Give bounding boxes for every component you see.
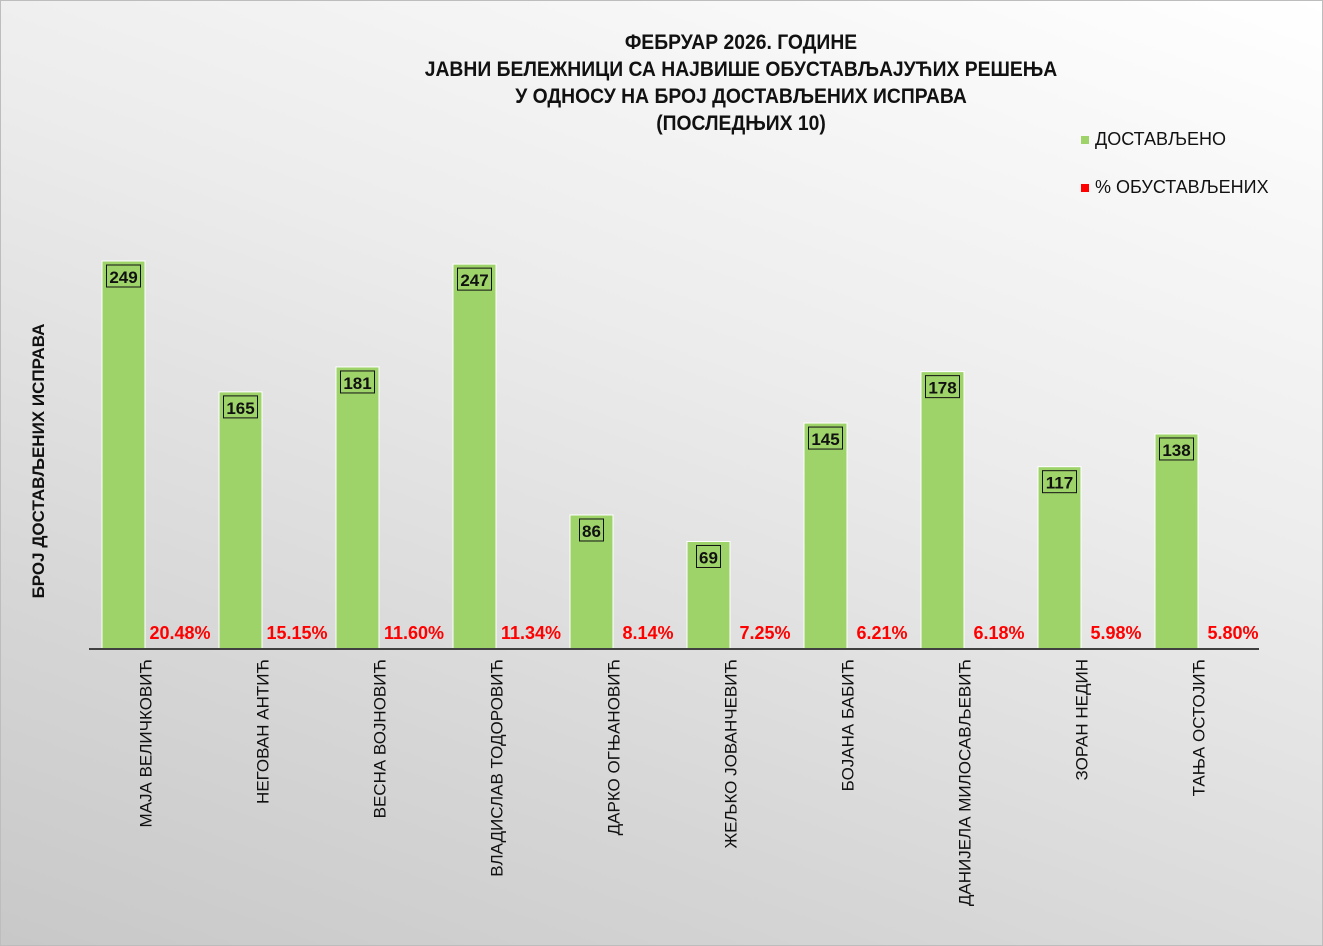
data-label-delivered: 178 bbox=[928, 379, 956, 398]
data-label-box bbox=[579, 518, 604, 542]
data-label-percent: 15.15% bbox=[266, 623, 327, 643]
legend-item-suspended: % ОБУСТАВЉЕНИХ bbox=[1081, 177, 1269, 198]
x-tick-label: ЗОРАН НЕДИН bbox=[1073, 659, 1092, 780]
legend-swatch-red bbox=[1081, 183, 1089, 192]
legend-swatch-green bbox=[1081, 135, 1089, 144]
data-label-box bbox=[1042, 470, 1077, 494]
bar-delivered bbox=[335, 366, 380, 650]
data-label-percent: 6.18% bbox=[973, 623, 1024, 643]
chart-title: ФЕБРУАР 2026. ГОДИНЕ ЈАВНИ БЕЛЕЖНИЦИ СА … bbox=[281, 29, 1201, 137]
data-label-percent: 20.48% bbox=[149, 623, 210, 643]
data-label-delivered: 165 bbox=[226, 399, 254, 418]
data-label-box bbox=[223, 395, 258, 419]
data-label-delivered: 181 bbox=[343, 374, 371, 393]
data-label-box bbox=[1159, 437, 1194, 461]
data-label-percent: 7.25% bbox=[739, 623, 790, 643]
data-label-percent: 5.80% bbox=[1207, 623, 1258, 643]
x-tick-label: НЕГОВАН АНТИЋ bbox=[254, 659, 273, 804]
x-tick-label: ВЛАДИСЛАВ ТОДОРОВИЋ bbox=[488, 659, 507, 877]
data-label-percent: 8.14% bbox=[622, 623, 673, 643]
data-label-box bbox=[696, 544, 721, 568]
data-label-percent: 11.60% bbox=[384, 623, 444, 643]
bar-delivered bbox=[803, 422, 848, 650]
x-tick-label: ЖЕЉКО ЈОВАНЧЕВИЋ bbox=[722, 659, 741, 849]
title-line-1: ФЕБРУАР 2026. ГОДИНЕ bbox=[624, 31, 858, 54]
bar-delivered bbox=[1154, 433, 1199, 650]
data-label-delivered: 117 bbox=[1046, 474, 1073, 493]
data-label-percent: 5.98% bbox=[1090, 623, 1141, 643]
data-label-delivered: 247 bbox=[460, 271, 488, 290]
x-tick-label: ДАРКО ОГЊАНОВИЋ bbox=[605, 659, 624, 835]
data-label-delivered: 69 bbox=[699, 548, 718, 567]
legend-label: % ОБУСТАВЉЕНИХ bbox=[1095, 177, 1269, 197]
data-label-box bbox=[808, 426, 843, 450]
data-label-delivered: 138 bbox=[1162, 441, 1190, 460]
data-label-box bbox=[340, 370, 375, 394]
bar-delivered bbox=[1037, 466, 1082, 650]
x-tick-label: ДАНИЈЕЛА МИЛОСАВЉЕВИЋ bbox=[956, 659, 975, 906]
data-label-delivered: 145 bbox=[811, 430, 839, 449]
bar-delivered bbox=[218, 391, 263, 650]
bar-delivered bbox=[920, 371, 965, 650]
data-label-box bbox=[106, 264, 141, 288]
x-tick-label: ТАЊА ОСТОЈИЋ bbox=[1190, 659, 1209, 796]
title-line-2: ЈАВНИ БЕЛЕЖНИЦИ СА НАЈВИШЕ ОБУСТАВЉАЈУЋИ… bbox=[424, 58, 1058, 81]
data-label-percent: 11.34% bbox=[501, 623, 561, 643]
x-tick-label: ВЕСНА ВОЈНОВИЋ bbox=[371, 659, 390, 818]
legend-item-delivered: ДОСТАВЉЕНО bbox=[1081, 129, 1226, 150]
legend-label: ДОСТАВЉЕНО bbox=[1095, 129, 1227, 149]
data-label-delivered: 86 bbox=[582, 522, 601, 541]
x-tick-label: МАЈА ВЕЛИЧКОВИЋ bbox=[137, 659, 156, 827]
data-label-box bbox=[925, 375, 960, 399]
title-line-3: У ОДНОСУ НА БРОЈ ДОСТАВЉЕНИХ ИСПРАВА bbox=[515, 85, 967, 108]
data-label-delivered: 249 bbox=[109, 268, 137, 287]
title-line-4: (ПОСЛЕДЊИХ 10) bbox=[656, 112, 826, 135]
data-label-box bbox=[457, 267, 492, 291]
data-label-percent: 6.21% bbox=[856, 623, 907, 643]
bar-delivered bbox=[452, 263, 497, 650]
x-tick-label: БОЈАНА БАБИЋ bbox=[839, 659, 858, 791]
bar-delivered bbox=[101, 260, 146, 650]
